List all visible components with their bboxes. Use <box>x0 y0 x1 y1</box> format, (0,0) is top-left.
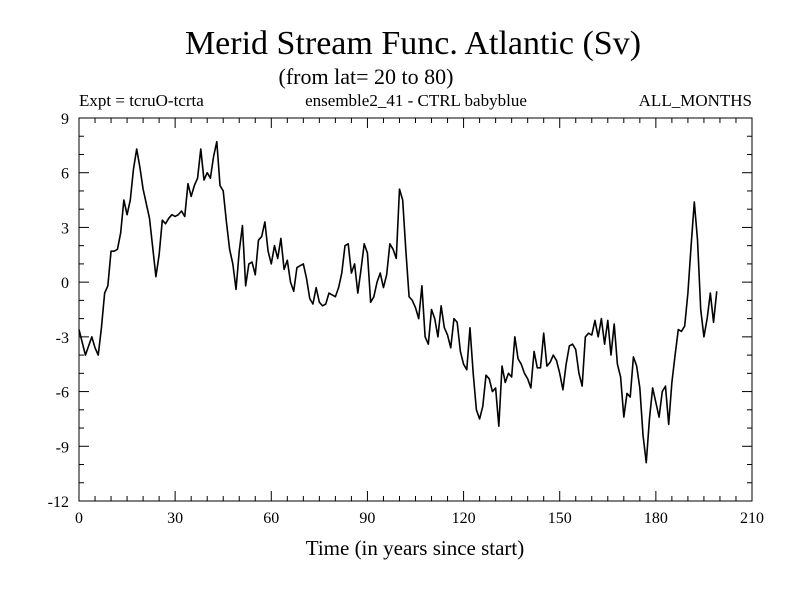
x-tick-label: 210 <box>740 510 764 527</box>
x-axis-label: Time (in years since start) <box>306 536 525 560</box>
series-line <box>78 140 718 464</box>
y-tick-label: 3 <box>61 220 69 237</box>
y-tick-label: -3 <box>56 330 69 347</box>
x-tick-label: 30 <box>167 510 183 527</box>
y-tick-label: 0 <box>61 275 69 292</box>
y-tick-label: 9 <box>61 111 69 128</box>
x-tick-label: 90 <box>359 510 375 527</box>
x-tick-label: 180 <box>644 510 668 527</box>
chart-title: Merid Stream Func. Atlantic (Sv) <box>185 25 641 62</box>
x-tick-label: 150 <box>548 510 572 527</box>
tick-labels: 0 30 60 90 120 150 180 210 -12 -9 -6 -3 0 3 6 9 <box>48 111 764 527</box>
y-tick-label: -12 <box>48 494 69 511</box>
x-tick-label: 0 <box>75 510 83 527</box>
y-tick-label: 6 <box>61 166 69 183</box>
annotation-center: ensemble2_41 - CTRL babyblue <box>305 91 527 110</box>
x-tick-label: 120 <box>452 510 476 527</box>
annotation-right: ALL_MONTHS <box>639 91 752 110</box>
chart-subtitle: (from lat= 20 to 80) <box>279 64 454 89</box>
annotation-left: Expt = tcruO-tcrta <box>79 91 204 110</box>
y-tick-label: -9 <box>56 439 69 456</box>
ticks <box>78 117 753 502</box>
x-tick-label: 60 <box>263 510 279 527</box>
y-tick-label: -6 <box>56 385 69 402</box>
